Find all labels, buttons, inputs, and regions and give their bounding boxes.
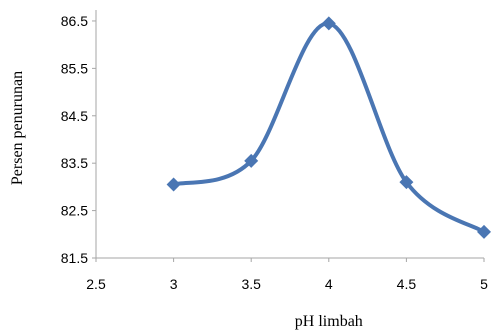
x-tick-label: 4 — [325, 276, 333, 292]
data-point-marker — [321, 16, 336, 31]
y-tick-label: 82.5 — [61, 203, 88, 219]
y-tick-label: 81.5 — [61, 250, 88, 266]
y-axis-title: Persen penurunan — [9, 71, 26, 185]
series-line — [171, 21, 486, 234]
x-tick-label: 4.5 — [397, 276, 417, 292]
y-tick-label: 85.5 — [61, 60, 88, 76]
x-tick-label: 2.5 — [86, 276, 106, 292]
data-point-marker — [399, 175, 414, 190]
data-point-marker — [477, 224, 491, 239]
y-tick-group: 81.5 82.5 83.5 84.5 85.5 86.5 — [61, 13, 96, 266]
y-tick-label: 83.5 — [61, 155, 88, 171]
y-tick-label: 84.5 — [61, 108, 88, 124]
marker-group — [166, 16, 491, 239]
x-tick-label: 5 — [480, 276, 488, 292]
x-tick-label: 3.5 — [241, 276, 261, 292]
y-tick-label: 86.5 — [61, 13, 88, 29]
x-tick-label: 3 — [170, 276, 178, 292]
x-axis-title: pH limbah — [295, 313, 363, 330]
data-point-marker — [244, 153, 259, 168]
x-tick-group: 2.5 3 3.5 4 4.5 5 — [86, 258, 488, 292]
data-point-marker — [166, 177, 181, 192]
